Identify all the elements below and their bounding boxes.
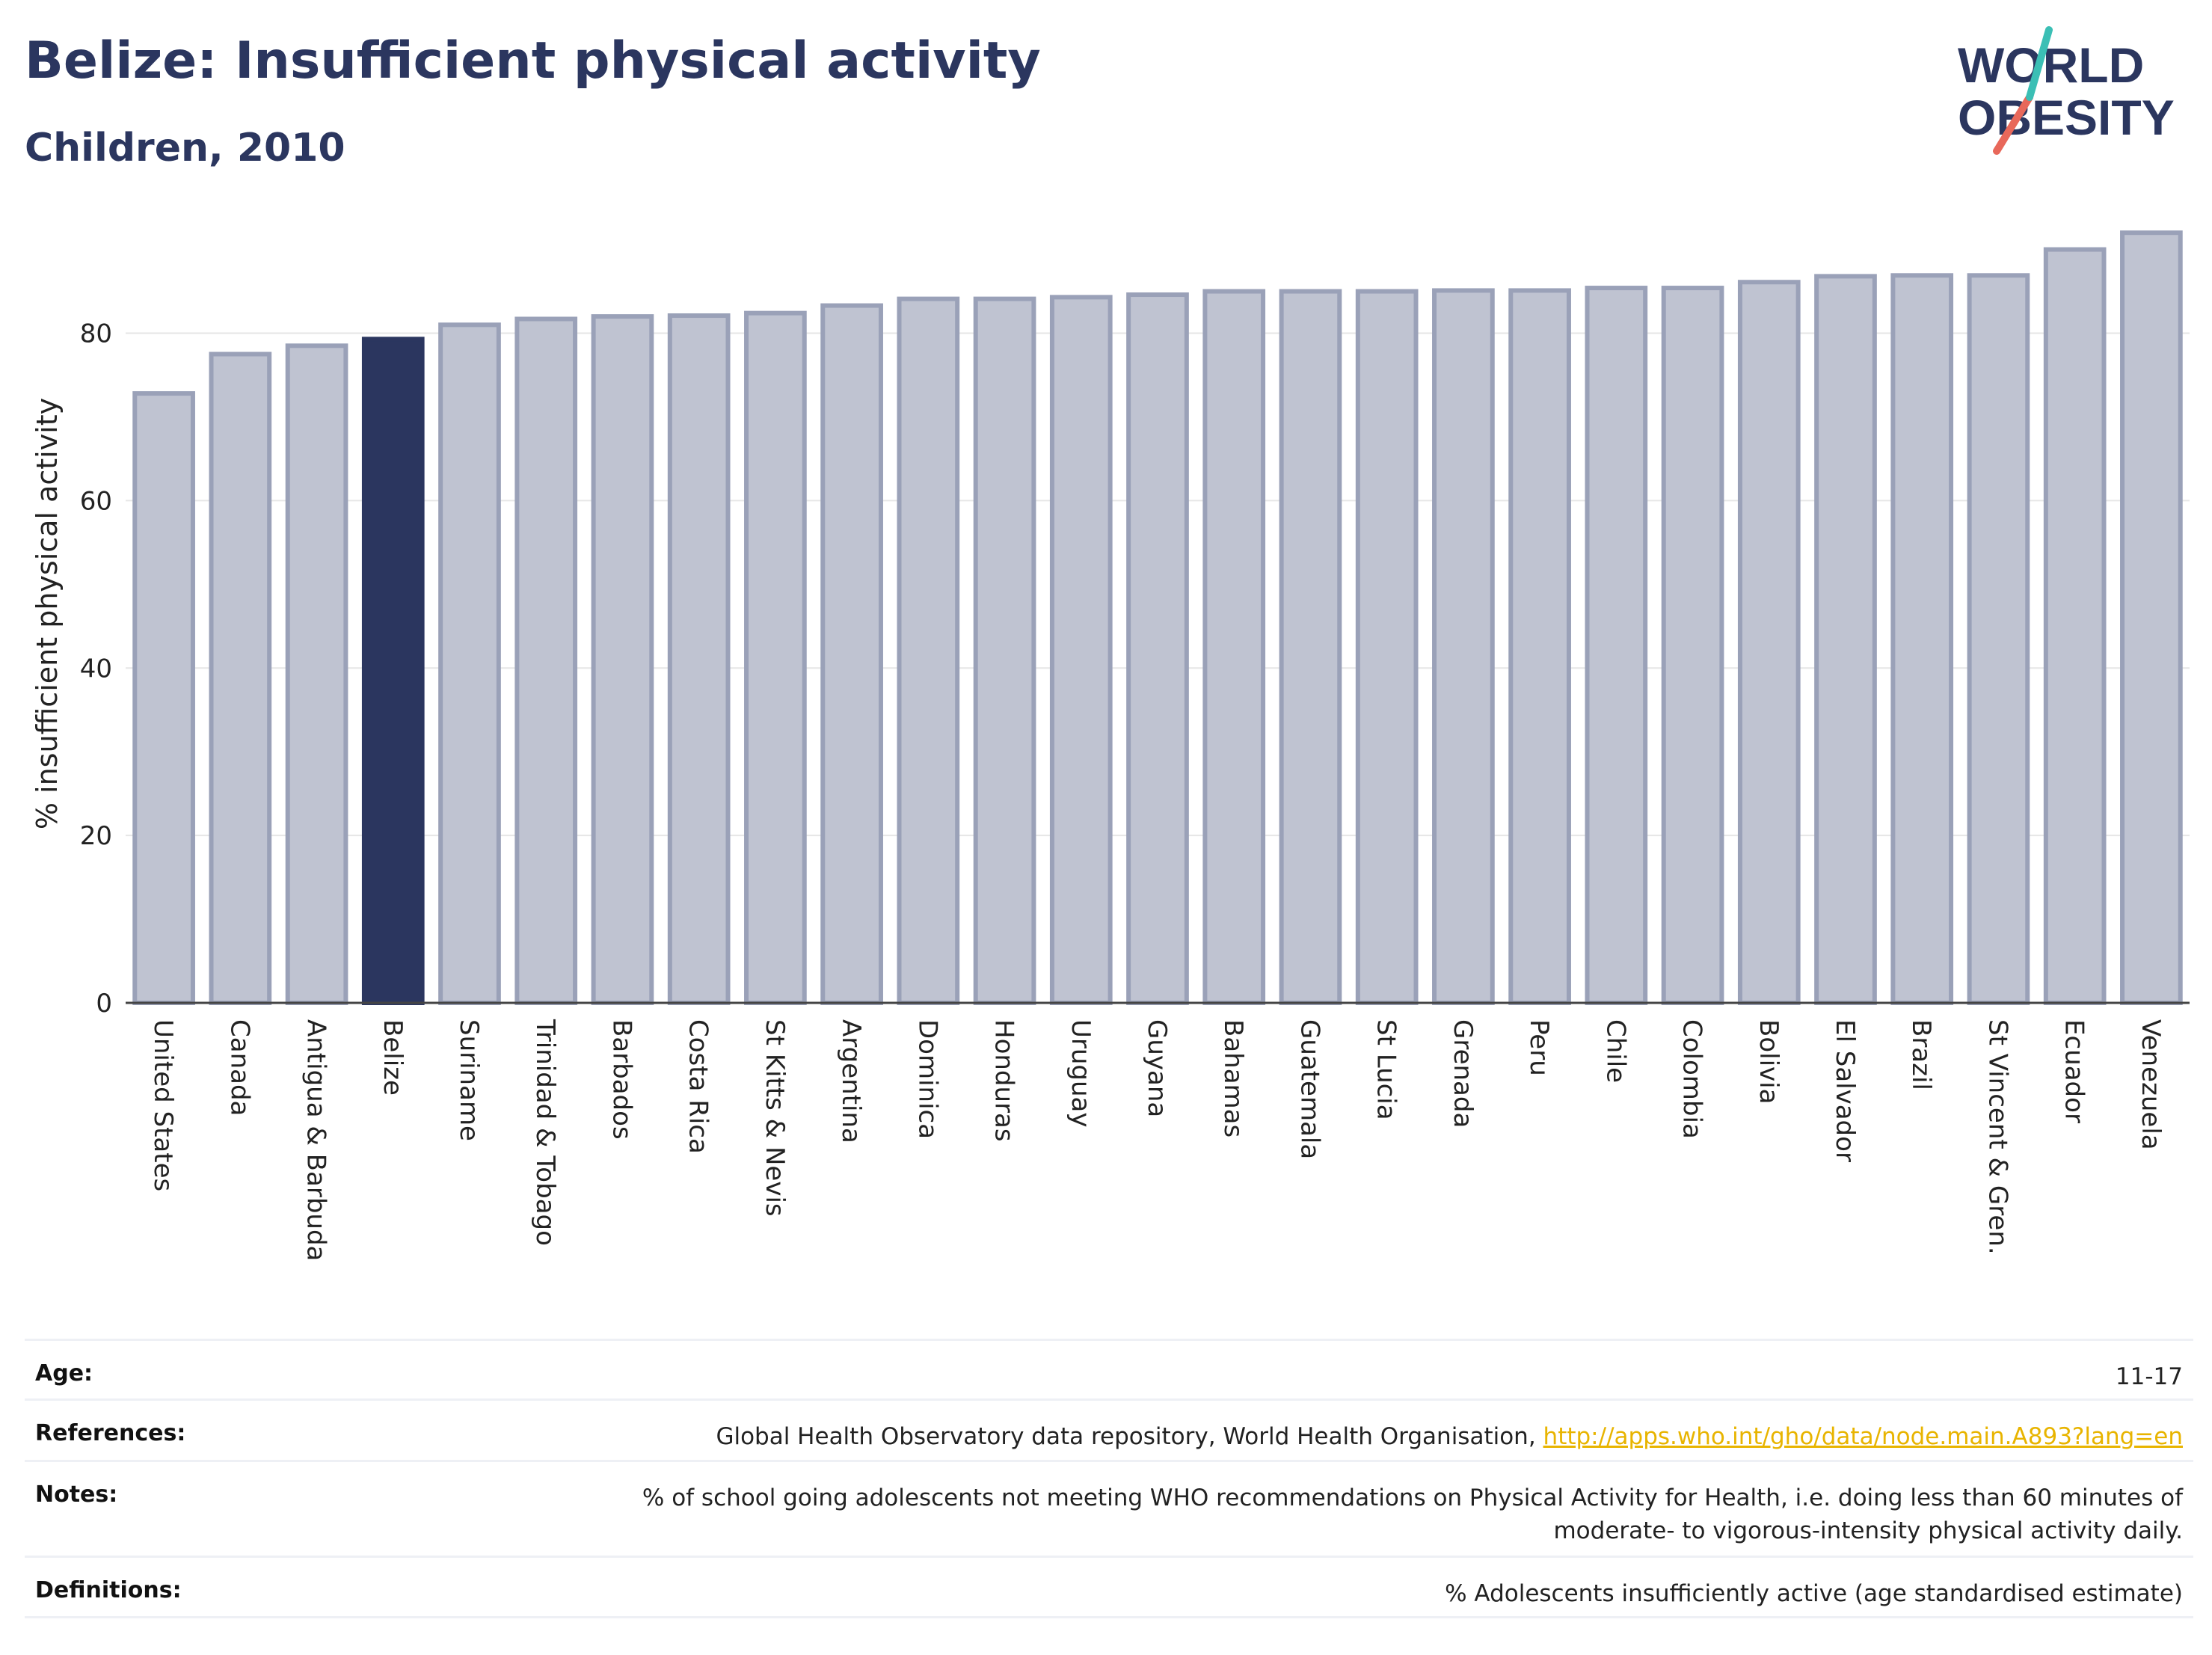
x-tick-label: Colombia — [1677, 1019, 1707, 1139]
x-tick-label: United States — [148, 1019, 178, 1191]
y-tick-label: 80 — [80, 319, 112, 349]
bar — [2043, 247, 2107, 1006]
bar — [1967, 273, 2030, 1005]
x-tick-label: Trinidad & Tobago — [530, 1019, 560, 1246]
references-text: Global Health Observatory data repositor… — [716, 1423, 1543, 1450]
metadata-table: Age: 11-17 References: Global Health Obs… — [25, 1339, 2193, 1618]
x-tick-label: Chile — [1600, 1019, 1630, 1083]
x-tick-label: Canada — [224, 1019, 254, 1116]
bar — [1126, 292, 1189, 1005]
x-tick-label: Belize — [378, 1019, 408, 1096]
x-tick-label: Honduras — [989, 1019, 1019, 1142]
bar — [973, 296, 1036, 1006]
bar — [897, 296, 960, 1006]
references-label: References: — [35, 1420, 186, 1446]
bar — [1585, 286, 1648, 1005]
x-tick-label: Venezuela — [2136, 1019, 2166, 1150]
x-tick-label: St Kitts & Nevis — [760, 1019, 790, 1217]
age-label: Age: — [35, 1360, 93, 1387]
bar — [1814, 274, 1877, 1005]
y-tick-label: 60 — [80, 486, 112, 516]
bar — [591, 314, 654, 1005]
bar — [1202, 289, 1266, 1005]
age-value: 11-17 — [2115, 1363, 2183, 1390]
bar — [1432, 288, 1495, 1006]
x-tick-label: Guyana — [1142, 1019, 1172, 1117]
y-tick-label: 20 — [80, 821, 112, 851]
x-tick-label: El Salvador — [1830, 1019, 1860, 1162]
x-tick-label: Ecuador — [2059, 1019, 2089, 1123]
logo-line-1: WORLD — [1958, 37, 2144, 93]
notes-value: % of school going adolescents not meetin… — [642, 1481, 2183, 1547]
bar — [1890, 273, 1954, 1005]
x-tick-label: Bahamas — [1218, 1019, 1248, 1137]
notes-line-1: % of school going adolescents not meetin… — [642, 1484, 2183, 1511]
bar — [209, 351, 272, 1005]
x-tick-label: Guatemala — [1294, 1019, 1324, 1159]
references-link[interactable]: http://apps.who.int/gho/data/node.main.A… — [1543, 1423, 2183, 1450]
x-tick-label: Argentina — [836, 1019, 866, 1143]
bar — [2120, 230, 2183, 1005]
y-tick-label: 0 — [96, 989, 112, 1019]
y-tick-label: 40 — [80, 654, 112, 684]
bar — [132, 391, 195, 1005]
bar — [1279, 289, 1342, 1005]
x-tick-label: Suriname — [454, 1019, 484, 1141]
y-axis-label: % insufficient physical activity — [31, 398, 64, 829]
x-tick-label: Dominica — [912, 1019, 942, 1139]
notes-line-2: moderate- to vigorous-intensity physical… — [1553, 1517, 2183, 1544]
bar — [820, 303, 883, 1006]
meta-row-references: References: Global Health Observatory da… — [25, 1398, 2193, 1460]
bar — [438, 322, 501, 1005]
bar — [285, 343, 348, 1005]
definitions-value: % Adolescents insufficiently active (age… — [1445, 1580, 2183, 1607]
bar — [1508, 288, 1571, 1006]
x-tick-label: Bolivia — [1754, 1019, 1784, 1104]
bar-chart: 0 20 40 60 80 % insufficient physical activit… — [31, 230, 2190, 1261]
bar — [1355, 289, 1419, 1005]
bar — [514, 316, 578, 1005]
logo-slash-top — [2026, 26, 2053, 101]
references-value: Global Health Observatory data repositor… — [716, 1420, 2183, 1453]
bar — [667, 313, 731, 1005]
logo-line-2: OBESITY — [1958, 90, 2175, 145]
notes-label: Notes: — [35, 1481, 118, 1508]
logo-slash-bottom — [1993, 93, 2033, 155]
x-tick-label: Antigua & Barbuda — [301, 1019, 331, 1261]
meta-row-age: Age: 11-17 — [25, 1339, 2193, 1398]
x-tick-label: Uruguay — [1066, 1019, 1096, 1128]
x-tick-label: Costa Rica — [683, 1019, 713, 1154]
bar — [1737, 280, 1801, 1005]
meta-row-notes: Notes: % of school going adolescents not… — [25, 1460, 2193, 1556]
x-tick-label: Brazil — [1906, 1019, 1936, 1090]
x-tick-label: St Vincent & Gren. — [1982, 1019, 2012, 1255]
meta-row-definitions: Definitions: % Adolescents insufficientl… — [25, 1556, 2193, 1618]
x-tick-label: St Lucia — [1371, 1019, 1401, 1120]
x-tick-label: Peru — [1524, 1019, 1554, 1076]
bar — [1049, 295, 1113, 1006]
bar — [361, 337, 425, 1005]
bar — [744, 310, 807, 1005]
chart-title: Belize: Insufficient physical activity — [25, 31, 1041, 90]
definitions-label: Definitions: — [35, 1577, 182, 1603]
chart-subtitle: Children, 2010 — [25, 126, 345, 171]
x-tick-label: Barbados — [606, 1019, 636, 1140]
x-tick-label: Grenada — [1448, 1019, 1478, 1128]
world-obesity-logo: WORLD OBESITY — [1958, 26, 2175, 155]
bar — [1661, 286, 1724, 1005]
